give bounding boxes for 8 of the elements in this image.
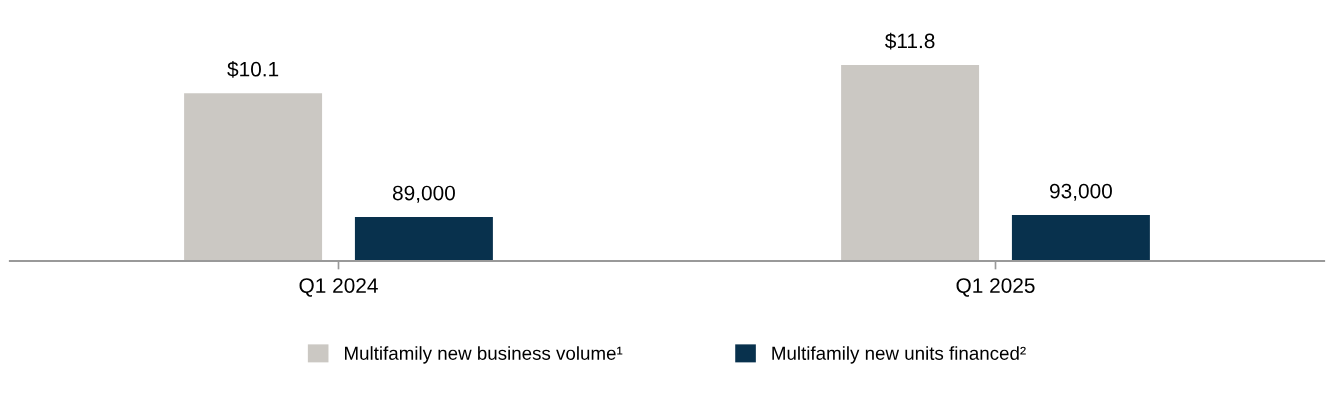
x-tick-label: Q1 2024	[299, 278, 378, 297]
data-label: 93,000	[1050, 183, 1112, 201]
data-label: $10.1	[227, 60, 279, 78]
legend-label: Multifamily new business volume¹	[345, 346, 623, 364]
legend-label: Multifamily new units financed²	[772, 346, 1026, 364]
data-label: $11.8	[885, 32, 935, 50]
data-label: 89,000	[392, 185, 455, 203]
x-tick-label: Q1 2025	[956, 278, 1035, 297]
